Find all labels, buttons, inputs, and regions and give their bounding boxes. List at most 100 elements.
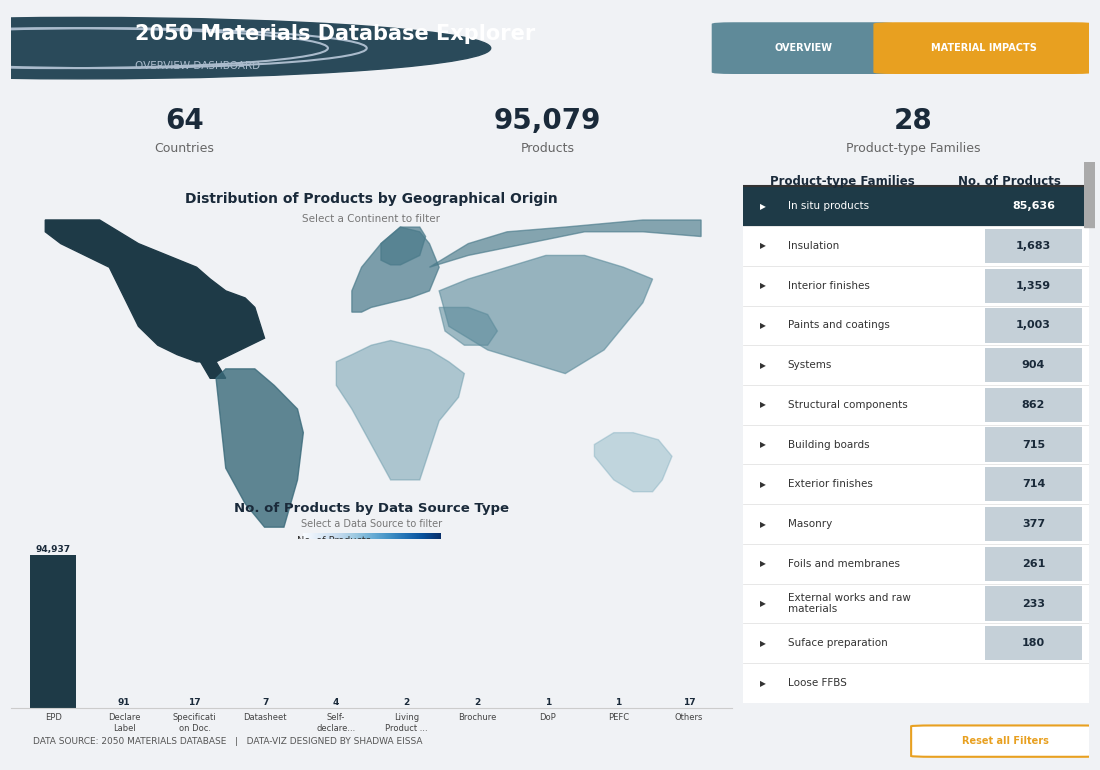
Text: 17: 17 (683, 698, 695, 707)
Text: Product-type Families: Product-type Families (846, 142, 980, 155)
Text: Select a Continent to filter: Select a Continent to filter (302, 214, 440, 224)
Text: 862: 862 (1022, 400, 1045, 410)
Text: Paints and coatings: Paints and coatings (788, 320, 890, 330)
FancyBboxPatch shape (986, 308, 1082, 343)
FancyBboxPatch shape (742, 425, 1089, 464)
Text: ▶: ▶ (760, 639, 767, 648)
Text: Product-type Families: Product-type Families (770, 176, 915, 189)
Polygon shape (439, 256, 652, 373)
Text: 715: 715 (1022, 440, 1045, 450)
Text: 17: 17 (188, 698, 201, 707)
Text: 2050 Materials Database Explorer: 2050 Materials Database Explorer (135, 24, 536, 44)
Text: Building boards: Building boards (788, 440, 869, 450)
Text: ▶: ▶ (760, 202, 767, 211)
Text: ▶: ▶ (760, 678, 767, 688)
FancyBboxPatch shape (742, 504, 1089, 544)
FancyBboxPatch shape (742, 464, 1089, 504)
Polygon shape (192, 355, 226, 378)
Text: Products: Products (520, 142, 574, 155)
Polygon shape (45, 220, 264, 362)
Text: 64: 64 (165, 106, 204, 135)
Text: No. of Products: No. of Products (297, 536, 371, 546)
FancyBboxPatch shape (742, 584, 1089, 624)
Text: Suface preparation: Suface preparation (788, 638, 888, 648)
Text: 1: 1 (544, 698, 551, 707)
Text: 233: 233 (1022, 598, 1045, 608)
Text: Exterior finishes: Exterior finishes (788, 480, 872, 490)
FancyBboxPatch shape (986, 427, 1082, 462)
Polygon shape (216, 369, 304, 527)
Text: 94,937: 94,937 (36, 545, 70, 554)
FancyBboxPatch shape (986, 626, 1082, 661)
Text: ▶: ▶ (760, 400, 767, 410)
Text: Loose FFBS: Loose FFBS (788, 678, 846, 688)
FancyBboxPatch shape (986, 547, 1082, 581)
Text: ▶: ▶ (760, 520, 767, 528)
Text: ▶: ▶ (760, 360, 767, 370)
Text: 1,683: 1,683 (1016, 241, 1052, 251)
FancyBboxPatch shape (742, 266, 1089, 306)
Text: 261: 261 (1022, 559, 1045, 569)
FancyBboxPatch shape (712, 22, 895, 74)
Text: 1: 1 (615, 698, 622, 707)
FancyBboxPatch shape (986, 388, 1082, 422)
FancyBboxPatch shape (742, 306, 1089, 345)
Text: ▶: ▶ (760, 559, 767, 568)
Circle shape (0, 18, 491, 79)
FancyBboxPatch shape (986, 587, 1082, 621)
Text: 180: 180 (1022, 638, 1045, 648)
Text: In situ products: In situ products (788, 201, 869, 211)
Text: 904: 904 (1022, 360, 1045, 370)
Polygon shape (429, 220, 701, 267)
Text: ▶: ▶ (760, 440, 767, 449)
Text: 85,636: 85,636 (1012, 201, 1055, 211)
FancyBboxPatch shape (986, 269, 1082, 303)
Text: Countries: Countries (154, 142, 215, 155)
FancyBboxPatch shape (742, 226, 1089, 266)
FancyBboxPatch shape (742, 186, 1089, 226)
Text: OVERVIEW: OVERVIEW (774, 43, 833, 53)
Text: No. of Products: No. of Products (958, 176, 1062, 189)
Text: ▶: ▶ (760, 599, 767, 608)
FancyBboxPatch shape (742, 663, 1089, 703)
Text: DATA SOURCE: 2050 MATERIALS DATABASE   |   DATA-VIZ DESIGNED BY SHADWA EISSA: DATA SOURCE: 2050 MATERIALS DATABASE | D… (33, 737, 422, 745)
Text: Structural components: Structural components (788, 400, 908, 410)
Bar (31, 555, 76, 708)
Polygon shape (439, 307, 497, 345)
Text: Reset all Filters: Reset all Filters (962, 736, 1049, 746)
Text: 377: 377 (1022, 519, 1045, 529)
Text: External works and raw
materials: External works and raw materials (788, 593, 911, 614)
Polygon shape (594, 433, 672, 492)
FancyBboxPatch shape (986, 229, 1082, 263)
Text: Foils and membranes: Foils and membranes (788, 559, 900, 569)
FancyBboxPatch shape (873, 22, 1094, 74)
Text: 28: 28 (893, 106, 933, 135)
Text: Distribution of Products by Geographical Origin: Distribution of Products by Geographical… (185, 192, 558, 206)
Text: 2: 2 (474, 698, 481, 707)
Text: ▶: ▶ (760, 281, 767, 290)
FancyBboxPatch shape (742, 544, 1089, 584)
Text: 1,003: 1,003 (1016, 320, 1050, 330)
Text: Select a Data Source to filter: Select a Data Source to filter (300, 519, 442, 529)
Text: 714: 714 (1022, 480, 1045, 490)
Polygon shape (381, 227, 426, 265)
FancyBboxPatch shape (986, 348, 1082, 382)
Text: ▶: ▶ (760, 480, 767, 489)
Text: OVERVIEW DASHBOARD: OVERVIEW DASHBOARD (135, 61, 260, 71)
Text: MATERIAL IMPACTS: MATERIAL IMPACTS (931, 43, 1037, 53)
FancyBboxPatch shape (1084, 162, 1094, 227)
Polygon shape (352, 227, 439, 312)
Text: 7: 7 (262, 698, 268, 707)
FancyBboxPatch shape (986, 189, 1082, 223)
Text: 95,079: 95,079 (494, 106, 601, 135)
Text: No. of Products by Data Source Type: No. of Products by Data Source Type (233, 502, 508, 514)
FancyBboxPatch shape (911, 725, 1100, 757)
Text: Masonry: Masonry (788, 519, 832, 529)
Text: ▶: ▶ (760, 321, 767, 330)
FancyBboxPatch shape (742, 345, 1089, 385)
Text: Insulation: Insulation (788, 241, 839, 251)
Text: Interior finishes: Interior finishes (788, 280, 869, 290)
Text: 91: 91 (118, 698, 130, 707)
Text: ▶: ▶ (760, 242, 767, 250)
Polygon shape (337, 340, 464, 480)
